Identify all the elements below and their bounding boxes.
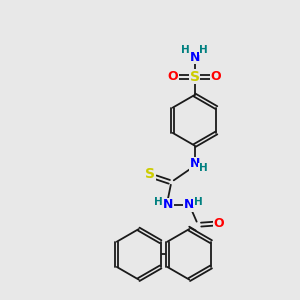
Text: H: H	[194, 197, 203, 207]
Text: N: N	[189, 51, 200, 64]
Text: O: O	[168, 70, 178, 83]
Text: O: O	[211, 70, 221, 83]
Text: S: S	[190, 70, 200, 84]
Text: O: O	[214, 217, 224, 230]
Text: N: N	[184, 198, 194, 211]
Text: N: N	[189, 158, 200, 170]
Text: H: H	[199, 45, 208, 55]
Text: H: H	[181, 45, 190, 55]
Text: N: N	[163, 198, 173, 211]
Text: H: H	[154, 197, 163, 207]
Text: S: S	[145, 167, 155, 182]
Text: H: H	[199, 164, 207, 173]
